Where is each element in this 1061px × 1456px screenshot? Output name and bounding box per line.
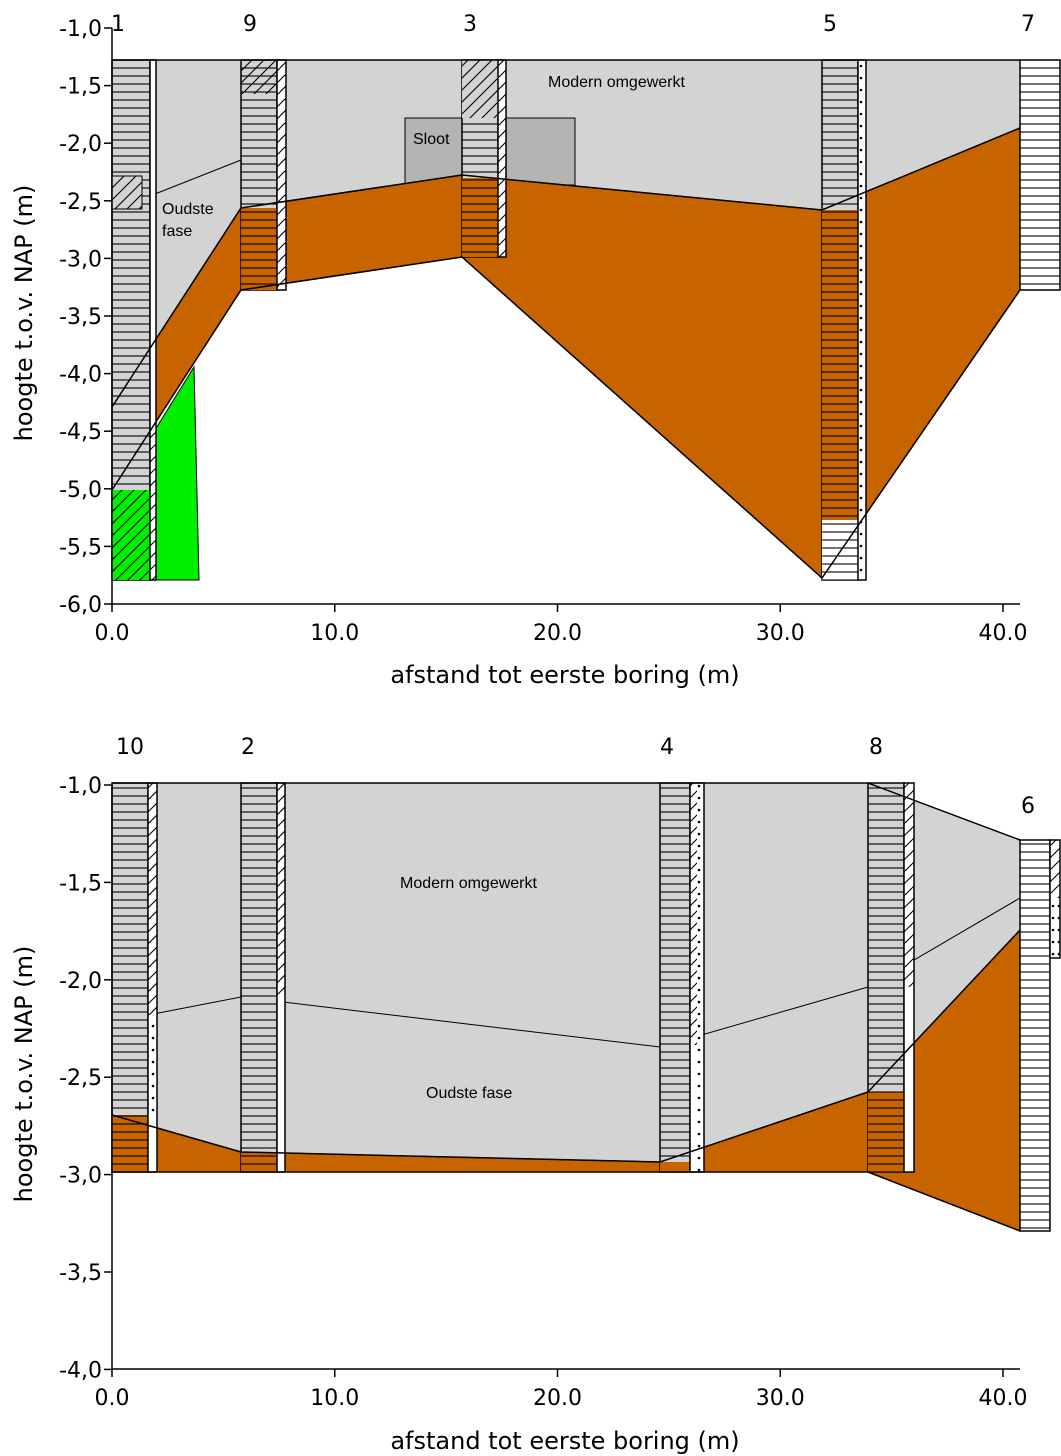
x-tick-label: 20.0 xyxy=(533,621,582,646)
top-boring-label: 5 xyxy=(823,12,837,37)
bottom-boring-label: 10 xyxy=(116,735,144,760)
bottom-y-axis: -1,0 -1,5 -2,0 -2,5 -3,0 -3,5 -4,0 xyxy=(59,774,113,1383)
x-tick-label: 0.0 xyxy=(95,621,130,646)
y-tick-label: -3,5 xyxy=(59,305,102,330)
top-boring-label: 9 xyxy=(243,12,257,37)
boring-column-8 xyxy=(867,782,915,1173)
y-tick-label: -1,5 xyxy=(59,871,102,896)
top-x-axis-label: afstand tot eerste boring (m) xyxy=(390,661,739,689)
y-tick-label: -3,5 xyxy=(59,1261,102,1286)
y-tick-label: -5,5 xyxy=(59,535,102,560)
boring-column-4 xyxy=(659,782,705,1173)
y-tick-label: -1,0 xyxy=(59,17,102,42)
bottom-x-axis: 0.0 10.0 20.0 30.0 40.0 xyxy=(95,1368,1028,1411)
y-tick-label: -4,5 xyxy=(59,420,102,445)
y-tick-label: -3,0 xyxy=(59,1164,102,1189)
top-boring-label: 7 xyxy=(1021,12,1035,37)
boring-column-2 xyxy=(240,782,286,1173)
bottom-boring-label: 2 xyxy=(241,735,255,760)
bottom-boring-label: 8 xyxy=(869,735,883,760)
modern-reworked-label: Modern omgewerkt xyxy=(400,875,538,892)
top-y-axis-label: hoogte t.o.v. NAP (m) xyxy=(10,185,38,442)
y-tick-label: -5,0 xyxy=(59,478,102,503)
y-tick-label: -2,5 xyxy=(59,190,102,215)
boring-column-9 xyxy=(240,59,287,291)
y-tick-label: -1,5 xyxy=(59,75,102,100)
y-tick-label: -2,5 xyxy=(59,1066,102,1091)
bottom-section-panel: -1,0-1,5-2,0-2,5-3,0-3,5-4,0 0.0 10.0 20.0… xyxy=(10,735,1061,1455)
bottom-boring-label: 4 xyxy=(660,735,674,760)
x-tick-label: 10.0 xyxy=(310,1386,359,1411)
boring-column-7 xyxy=(1019,59,1061,291)
modern-reworked-label: Modern omgewerkt xyxy=(548,74,686,91)
top-y-axis: -1,0 -1,5 -2,0 -2,5 -3,0 -3,5 -4,0 -4,5 -5,0 -5,5… xyxy=(59,17,113,618)
oldest-phase-label: Oudste fase xyxy=(426,1085,512,1102)
oldest-phase-label-line1: Oudste xyxy=(162,201,214,218)
oldest-phase-label-line2: fase xyxy=(162,223,192,240)
x-tick-label: 20.0 xyxy=(533,1386,582,1411)
y-tick-label: -6,0 xyxy=(59,593,102,618)
x-tick-label: 30.0 xyxy=(756,621,805,646)
y-tick-label: -4,0 xyxy=(59,363,102,388)
top-boring-label: 3 xyxy=(463,12,477,37)
bottom-boring-label: 6 xyxy=(1021,794,1035,819)
bottom-y-axis-label: hoogte t.o.v. NAP (m) xyxy=(10,946,38,1203)
boring-column-3 xyxy=(461,59,507,258)
y-tick-label: -2,0 xyxy=(59,969,102,994)
x-tick-label: 10.0 xyxy=(310,621,359,646)
boring-column-6 xyxy=(1019,839,1061,1232)
top-x-axis: 0.0 10.0 20.0 30.0 40.0 xyxy=(95,603,1028,646)
y-tick-label: -1,0 xyxy=(59,774,102,799)
boring-column-1 xyxy=(111,59,157,581)
y-tick-label: -3,0 xyxy=(59,247,102,272)
y-tick-label: -2,0 xyxy=(59,132,102,157)
top-section-panel: -1,0 -1,5 -2,0 -2,5 -3,0 -3,5 -4,0 -4,5 -5,0 -5,5… xyxy=(10,12,1061,689)
top-boring-label: 1 xyxy=(111,12,125,37)
ditch-label: Sloot xyxy=(413,131,450,148)
x-tick-label: 0.0 xyxy=(95,1386,130,1411)
x-tick-label: 40.0 xyxy=(979,621,1028,646)
boring-column-10 xyxy=(111,782,158,1173)
bottom-x-axis-label: afstand tot eerste boring (m) xyxy=(390,1427,739,1455)
boring-column-5 xyxy=(821,59,867,581)
x-tick-label: 40.0 xyxy=(979,1386,1028,1411)
y-tick-label: -4,0 xyxy=(59,1358,102,1383)
x-tick-label: 30.0 xyxy=(756,1386,805,1411)
